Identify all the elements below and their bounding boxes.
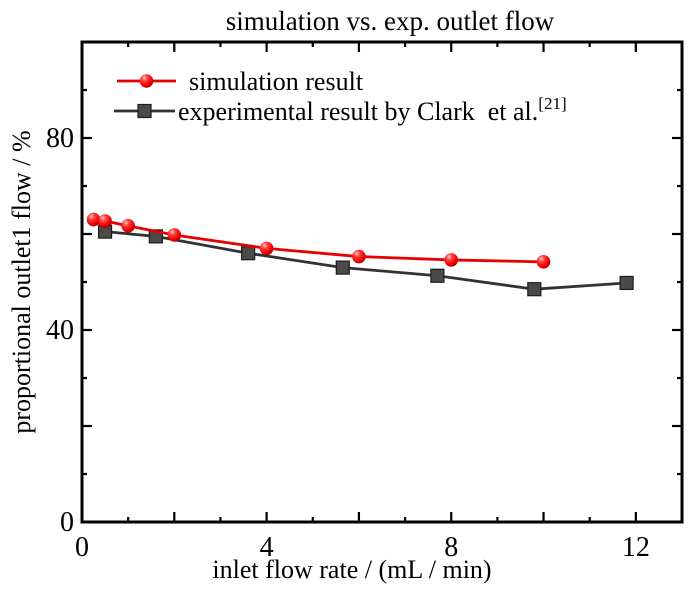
x-tick-label: 8 [444, 532, 458, 563]
experimental-marker [527, 282, 542, 297]
x-tick-label: 12 [622, 532, 650, 563]
experimental-marker [241, 246, 256, 261]
x-axis-title: inlet flow rate / (mL / min) [212, 555, 491, 584]
experimental-marker [335, 260, 350, 275]
y-tick-label: 80 [46, 123, 74, 154]
y-axis-title: proportional outlet1 flow / % [7, 130, 36, 433]
legend-label: experimental result by Clark et al.[21] [178, 94, 567, 126]
legend-item-experimental: experimental result by Clark et al.[21] [114, 94, 567, 126]
chart-title: simulation vs. exp. outlet flow [226, 6, 555, 36]
simulation-marker [98, 214, 112, 228]
legend-label-superscript: [21] [538, 94, 566, 113]
simulation-marker [352, 249, 366, 264]
simulation-marker [536, 255, 551, 269]
legend-item-simulation: simulation result [117, 67, 364, 96]
series-experimental [97, 224, 634, 297]
x-tick-label: 0 [75, 532, 89, 563]
legend-marker-circle [139, 74, 154, 88]
simulation-marker [259, 241, 274, 256]
series-simulation [86, 212, 551, 269]
experimental-marker [619, 275, 634, 291]
simulation-marker [86, 212, 101, 227]
legend-label: simulation result [189, 67, 364, 96]
axis-ticks [82, 42, 682, 522]
experimental-marker [430, 268, 445, 283]
x-tick-label: 4 [260, 532, 274, 563]
legend-marker-square [137, 103, 152, 119]
simulation-marker [167, 228, 182, 242]
y-tick-label: 0 [60, 507, 74, 538]
simulation-marker [121, 219, 135, 233]
simulation-marker [444, 253, 459, 267]
y-tick-label: 40 [46, 315, 74, 346]
